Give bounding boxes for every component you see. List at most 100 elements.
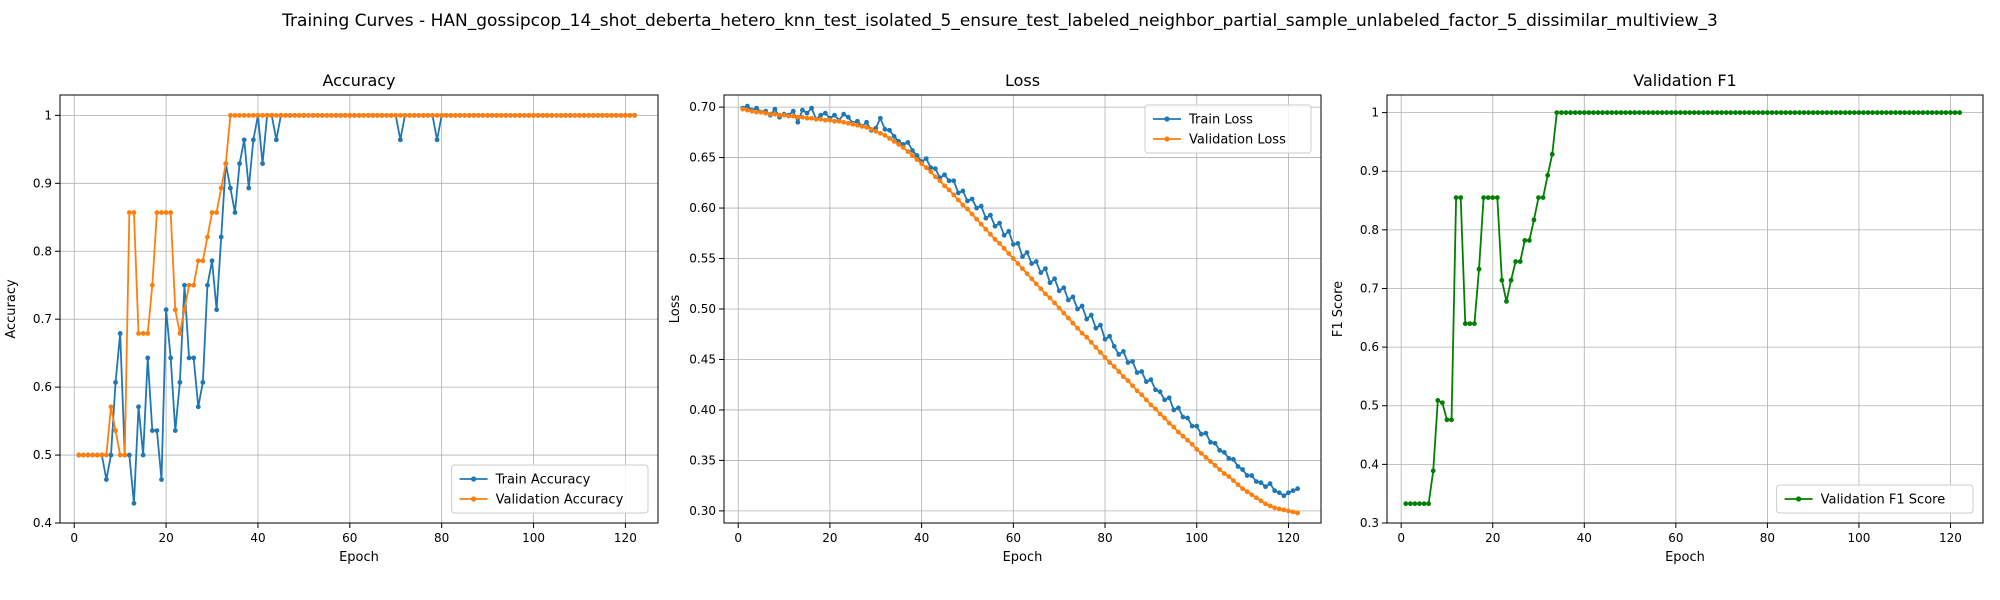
f1-ylabel: F1 Score: [1331, 281, 1346, 337]
series-line: [78, 114, 635, 456]
data-point: [462, 112, 468, 118]
legend-swatch-marker: [1164, 136, 1170, 142]
data-point: [822, 117, 828, 123]
y-tick-label: 0.6: [1360, 340, 1379, 354]
data-point: [117, 331, 123, 336]
data-point: [1226, 474, 1232, 479]
data-point: [1449, 417, 1454, 423]
data-point: [338, 112, 344, 118]
data-point: [1102, 336, 1108, 342]
data-point: [1290, 509, 1296, 515]
data-point: [590, 112, 596, 118]
data-point: [1075, 325, 1080, 331]
y-tick-label: 0.8: [33, 244, 52, 258]
data-point: [942, 183, 947, 189]
data-point: [1444, 417, 1450, 423]
data-point: [622, 112, 628, 118]
data-point: [1029, 261, 1035, 266]
data-point: [1678, 110, 1683, 115]
data-point: [1015, 261, 1021, 266]
data-point: [1263, 484, 1268, 490]
data-point: [1056, 305, 1062, 311]
y-tick-label: 0.8: [1360, 223, 1379, 237]
data-point: [1130, 359, 1135, 364]
data-point: [772, 111, 778, 117]
data-point: [818, 116, 824, 122]
accuracy-panel: Accuracy Epoch Accuracy Train Accuracy Va…: [4, 71, 659, 565]
data-point: [1084, 316, 1090, 322]
data-point: [1198, 431, 1204, 437]
accuracy-legend: Train Accuracy Validation Accuracy: [451, 464, 649, 514]
data-point: [1180, 433, 1186, 439]
data-point: [1540, 195, 1546, 201]
data-point: [1203, 454, 1209, 460]
data-point: [1673, 110, 1679, 115]
data-point: [365, 112, 371, 118]
data-point: [744, 107, 750, 113]
data-point: [800, 114, 805, 120]
legend-train-accuracy: Train Accuracy: [495, 473, 591, 488]
data-point: [767, 111, 773, 117]
data-point: [1842, 110, 1848, 115]
figure-suptitle: Training Curves - HAN_gossipcop_14_shot_…: [281, 11, 1718, 31]
data-point: [228, 185, 233, 191]
data-point: [1258, 498, 1264, 504]
data-point: [795, 114, 801, 120]
data-point: [1481, 195, 1486, 201]
data-point: [1120, 349, 1126, 354]
y-tick-label: 0.7: [1360, 281, 1379, 295]
data-point: [777, 112, 782, 118]
data-point: [1508, 277, 1514, 283]
data-point: [1116, 352, 1122, 357]
data-point: [319, 112, 325, 118]
data-point: [1655, 110, 1660, 115]
data-point: [117, 452, 123, 458]
data-point: [1038, 286, 1044, 292]
data-point: [864, 124, 869, 130]
data-point: [306, 112, 311, 118]
data-point: [992, 223, 998, 229]
data-point: [1038, 270, 1044, 276]
data-point: [1879, 110, 1885, 115]
data-point: [1272, 505, 1278, 511]
x-tick-label: 40: [914, 531, 929, 545]
data-point: [1231, 457, 1236, 462]
data-point: [581, 112, 587, 118]
data-point: [140, 331, 146, 336]
data-point: [822, 110, 828, 116]
data-point: [1107, 360, 1113, 365]
data-point: [1208, 459, 1213, 464]
data-point: [1490, 195, 1496, 201]
data-point: [1102, 355, 1108, 360]
data-point: [113, 379, 118, 385]
data-point: [618, 112, 624, 118]
data-point: [1111, 343, 1117, 349]
data-point: [1801, 110, 1807, 115]
data-point: [1157, 389, 1163, 395]
data-point: [1810, 110, 1816, 115]
data-point: [1010, 242, 1016, 247]
data-point: [1295, 486, 1301, 492]
data-point: [1231, 478, 1236, 483]
data-point: [1595, 110, 1601, 115]
data-point: [209, 210, 215, 215]
data-point: [1153, 387, 1158, 393]
data-point: [832, 112, 837, 118]
data-point: [1687, 110, 1692, 115]
data-point: [1180, 414, 1186, 420]
data-point: [1139, 392, 1145, 398]
data-point: [613, 112, 619, 118]
data-point: [1212, 440, 1218, 446]
data-point: [1176, 429, 1181, 435]
data-point: [1815, 110, 1821, 115]
data-point: [1221, 449, 1227, 455]
data-point: [232, 112, 238, 118]
f1-title: Validation F1: [1633, 71, 1736, 90]
data-point: [754, 109, 759, 115]
data-point: [1700, 110, 1706, 115]
data-point: [1623, 110, 1628, 115]
data-point: [1281, 507, 1287, 513]
data-point: [1668, 110, 1674, 115]
data-point: [1710, 110, 1715, 115]
data-point: [1545, 172, 1551, 178]
